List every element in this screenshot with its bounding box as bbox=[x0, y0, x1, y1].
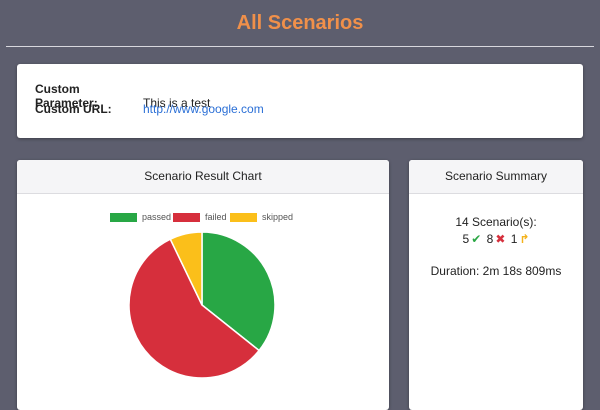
passed-count: 5 bbox=[462, 232, 470, 246]
legend-swatch-failed bbox=[173, 212, 200, 222]
custom-info-card: Custom Parameter: This is a test Custom U… bbox=[17, 64, 583, 138]
legend-label-failed: failed bbox=[205, 212, 227, 222]
page-title: All Scenarios bbox=[236, 12, 364, 34]
skipped-count: 1 bbox=[510, 232, 518, 246]
custom-parameter-value: This is a test bbox=[143, 96, 211, 110]
scenario-pie-chart bbox=[128, 231, 276, 379]
scenario-count: 14 Scenario(s): bbox=[455, 215, 537, 229]
summary-card-title: Scenario Summary bbox=[409, 160, 583, 194]
cross-icon: ✖ bbox=[495, 232, 506, 246]
custom-parameter-row: Custom Parameter: This is a test bbox=[35, 82, 210, 110]
legend-swatch-skipped bbox=[230, 212, 257, 222]
legend-passed[interactable]: passed bbox=[110, 212, 171, 222]
pie-slice-skipped[interactable] bbox=[169, 231, 203, 306]
skip-arrow-icon: ↱ bbox=[519, 232, 530, 246]
scenario-chart-card: Scenario Result Chart passed failed skip… bbox=[17, 160, 389, 410]
legend-swatch-passed bbox=[110, 212, 137, 222]
custom-url-label: Custom URL: bbox=[35, 102, 112, 116]
duration: Duration: 2m 18s 809ms bbox=[430, 264, 562, 278]
title-divider bbox=[6, 46, 594, 47]
failed-count: 8 bbox=[486, 232, 494, 246]
legend-skipped[interactable]: skipped bbox=[230, 212, 293, 222]
custom-parameter-label: Custom Parameter: bbox=[35, 82, 98, 110]
scenario-summary-card: Scenario Summary 14 Scenario(s): 5 ✔ 8 ✖ 1… bbox=[409, 160, 583, 410]
custom-url-row: Custom URL: http://www.google.com bbox=[35, 102, 264, 116]
check-icon: ✔ bbox=[471, 232, 482, 246]
chart-card-title: Scenario Result Chart bbox=[17, 160, 389, 194]
pie-slice-passed[interactable] bbox=[201, 231, 276, 352]
legend-label-skipped: skipped bbox=[262, 212, 294, 222]
scenario-status-counts: 5 ✔ 8 ✖ 1 ↱ bbox=[409, 232, 583, 246]
custom-url-link[interactable]: http://www.google.com bbox=[143, 102, 264, 116]
legend-label-passed: passed bbox=[142, 212, 172, 222]
legend-failed[interactable]: failed bbox=[173, 212, 227, 222]
pie-slice-failed[interactable] bbox=[128, 238, 261, 379]
